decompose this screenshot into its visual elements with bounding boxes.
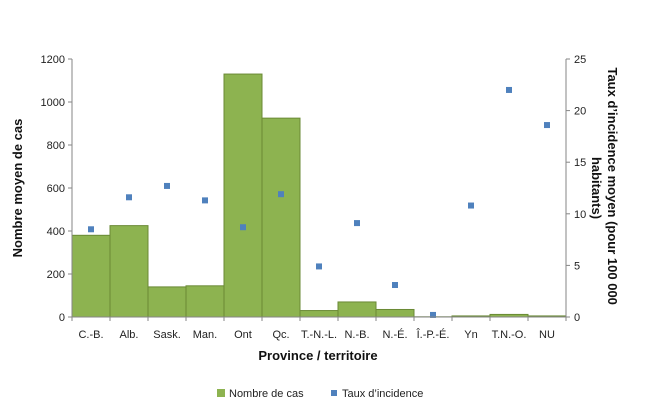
y-axis-title: Nombre moyen de cas [10, 119, 25, 258]
x-tick-label-11: T.N.-O. [492, 329, 527, 341]
bar-8 [375, 308, 415, 318]
x-tick-label-12: NU [539, 329, 555, 341]
legend-swatch-cases [217, 389, 225, 397]
y2-axis-title-line2: habitants) [589, 157, 604, 219]
x-axis-ticks: C.-B. Alb. Sask. Man. Ont Qc. T.-N.-L. N.-B. N.-… [71, 317, 567, 341]
x-tick-label-8: N.-É. [382, 328, 407, 341]
point-8 [392, 282, 398, 289]
left-tick-label-1: 200 [47, 269, 65, 281]
bar-2 [147, 286, 187, 318]
right-axis-ticks: 0 5 10 15 20 25 [566, 54, 586, 324]
point-1 [126, 194, 132, 201]
legend-label-rate: Taux d’incidence [342, 388, 423, 400]
point-6 [316, 263, 322, 270]
right-tick-label-1: 5 [574, 260, 580, 272]
bar-7 [337, 301, 377, 318]
point-11 [506, 86, 512, 93]
right-tick-label-3: 15 [574, 157, 586, 169]
right-tick-label-5: 25 [574, 54, 586, 66]
bar-1 [109, 225, 149, 318]
left-tick-label-4: 800 [47, 140, 65, 152]
left-tick-label-3: 600 [47, 183, 65, 195]
left-tick-label-0: 0 [59, 312, 65, 324]
y2-axis-title: Taux d’incidence moyen (pour 100 000 hab… [589, 67, 620, 308]
point-9 [430, 311, 436, 318]
bar-5 [261, 117, 301, 318]
point-4 [240, 224, 246, 231]
left-axis-ticks: 0 200 400 600 800 1000 1200 [41, 54, 72, 324]
point-0 [88, 226, 94, 233]
legend-swatch-rate [331, 390, 337, 396]
point-3 [202, 197, 208, 204]
bar-3 [185, 285, 225, 318]
point-2 [164, 182, 170, 189]
left-tick-label-2: 400 [47, 226, 65, 238]
x-tick-label-9: Î.-P.-É. [416, 328, 450, 341]
legend: Nombre de cas Taux d’incidence [217, 388, 423, 400]
bar-4 [223, 73, 263, 318]
left-tick-label-6: 1200 [41, 54, 65, 66]
point-12 [544, 122, 550, 129]
bar-0 [71, 234, 111, 318]
point-5 [278, 191, 284, 198]
x-tick-label-10: Yn [464, 329, 477, 341]
plot-area [71, 59, 567, 318]
x-tick-label-4: Ont [234, 329, 252, 341]
bar-6 [299, 310, 339, 318]
x-tick-label-1: Alb. [120, 329, 139, 341]
right-tick-label-4: 20 [574, 106, 586, 118]
x-tick-label-6: T.-N.-L. [301, 329, 337, 341]
point-7 [354, 220, 360, 227]
x-tick-label-7: N.-B. [344, 329, 369, 341]
x-axis-title: Province / territoire [258, 348, 377, 363]
left-tick-label-5: 1000 [41, 97, 65, 109]
point-10 [468, 202, 474, 209]
legend-label-cases: Nombre de cas [229, 388, 304, 400]
x-tick-label-0: C.-B. [78, 329, 103, 341]
y2-axis-title-line1: Taux d’incidence moyen (pour 100 000 [605, 67, 620, 304]
x-tick-label-2: Sask. [153, 329, 181, 341]
x-tick-label-5: Qc. [272, 329, 289, 341]
x-tick-label-3: Man. [193, 329, 217, 341]
right-tick-label-0: 0 [574, 312, 580, 324]
right-tick-label-2: 10 [574, 209, 586, 221]
